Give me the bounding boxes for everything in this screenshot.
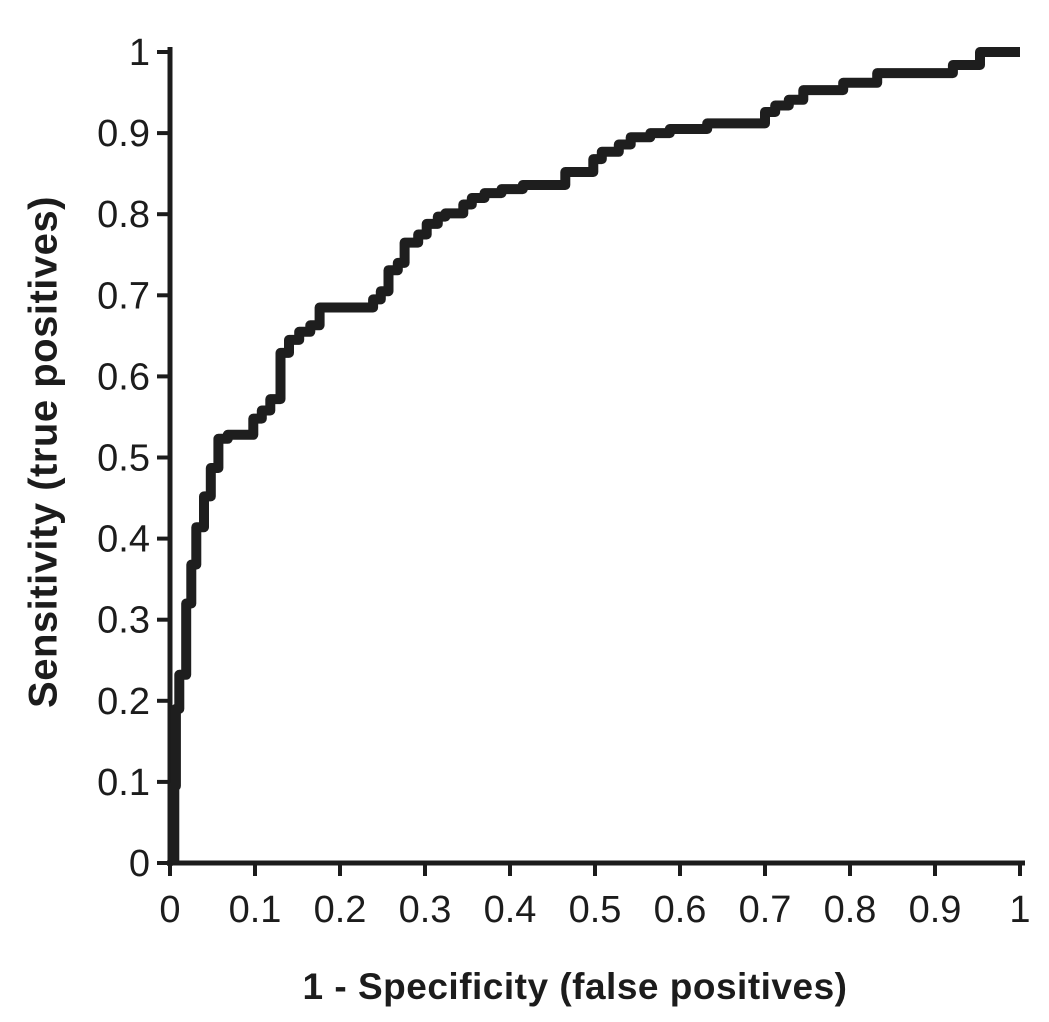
y-tick-label: 0.3 bbox=[97, 600, 150, 642]
y-tick-label: 0.7 bbox=[97, 275, 150, 317]
x-tick-label: 0 bbox=[159, 889, 180, 931]
x-tick-label: 0.6 bbox=[654, 889, 707, 931]
y-tick-label: 1 bbox=[129, 32, 150, 74]
y-tick-label: 0 bbox=[129, 843, 150, 885]
x-tick-label: 0.5 bbox=[569, 889, 622, 931]
x-axis-title: 1 - Specificity (false positives) bbox=[302, 966, 848, 1007]
y-axis-title: Sensitivity (true positives) bbox=[21, 196, 66, 708]
x-tick-label: 0.1 bbox=[229, 889, 282, 931]
x-tick-label: 0.4 bbox=[484, 889, 537, 931]
y-tick-label: 0.6 bbox=[97, 356, 150, 398]
y-tick-label: 0.9 bbox=[97, 113, 150, 155]
x-tick-label: 1 bbox=[1009, 889, 1030, 931]
x-tick-label: 0.8 bbox=[824, 889, 877, 931]
x-tick-label: 0.2 bbox=[314, 889, 367, 931]
y-tick-label: 0.4 bbox=[97, 519, 150, 561]
x-tick-label: 0.3 bbox=[399, 889, 452, 931]
y-tick-label: 0.2 bbox=[97, 681, 150, 723]
roc-curve bbox=[169, 47, 1020, 863]
y-tick-label: 0.5 bbox=[97, 438, 150, 480]
x-tick-label: 0.9 bbox=[909, 889, 962, 931]
y-tick-label: 0.1 bbox=[97, 762, 150, 804]
x-tick-label: 0.7 bbox=[739, 889, 792, 931]
y-tick-label: 0.8 bbox=[97, 194, 150, 236]
